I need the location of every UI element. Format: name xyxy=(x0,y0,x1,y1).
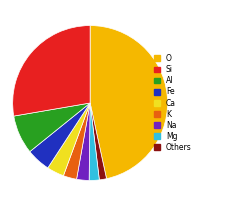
Wedge shape xyxy=(48,103,90,176)
Wedge shape xyxy=(90,26,168,179)
Wedge shape xyxy=(13,26,90,116)
Wedge shape xyxy=(90,103,107,180)
Wedge shape xyxy=(63,103,90,179)
Wedge shape xyxy=(77,103,90,180)
Wedge shape xyxy=(30,103,90,168)
Wedge shape xyxy=(89,103,99,180)
Wedge shape xyxy=(14,103,90,152)
Legend: O, Si, Al, Fe, Ca, K, Na, Mg, Others: O, Si, Al, Fe, Ca, K, Na, Mg, Others xyxy=(152,52,193,154)
